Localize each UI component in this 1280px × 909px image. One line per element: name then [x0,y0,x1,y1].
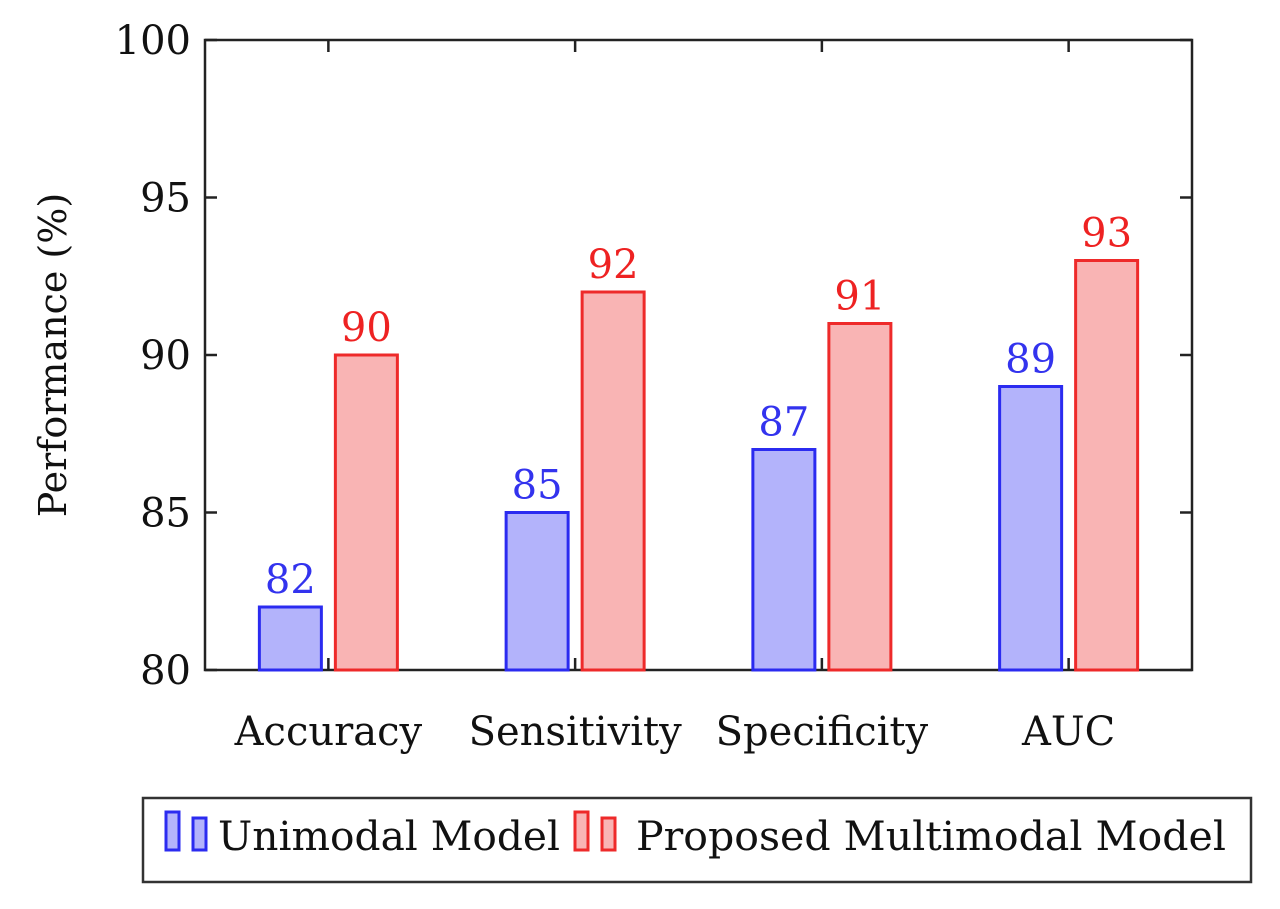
legend-label-unimodal: Unimodal Model [218,814,560,860]
data-label: 90 [341,305,392,351]
legend-swatch-unimodal [164,810,181,852]
bar-series-1 [1074,259,1140,672]
y-tick-label: 95 [140,176,191,222]
y-tick-label: 100 [115,18,191,64]
bar-series-0 [504,511,570,672]
bar-series-0 [751,448,817,672]
data-labels: 82 90 85 92 87 91 89 93 [265,211,1132,604]
y-tick-label: 90 [140,333,191,379]
data-label: 93 [1081,211,1132,257]
bars [257,259,1140,672]
legend-swatch-unimodal [191,816,208,852]
y-tick-label: 80 [140,648,191,694]
x-category-label: Accuracy [234,709,423,755]
x-category-label: Sensitivity [469,709,682,755]
y-axis-ticks: 80 85 90 95 100 [115,18,1192,694]
x-category-label: Specificity [716,709,929,755]
data-label: 85 [512,463,563,509]
bar-series-0 [998,385,1064,672]
legend-swatch-multimodal [573,810,590,852]
data-label: 89 [1005,337,1056,383]
legend-swatch-multimodal [600,816,617,852]
bar-series-1 [333,353,399,672]
data-label: 87 [758,400,809,446]
data-label: 92 [588,242,639,288]
legend-label-multimodal: Proposed Multimodal Model [636,814,1226,860]
legend-box [141,796,1253,884]
data-label: 82 [265,557,316,603]
x-axis-categories: Accuracy Sensitivity Specificity AUC [234,40,1115,755]
y-axis-title: Performance (%) [31,193,75,517]
x-category-label: AUC [1021,709,1115,755]
bar-series-0 [257,605,323,672]
legend: Unimodal Model Proposed Multimodal Model [141,796,1253,884]
data-label: 91 [834,274,885,320]
bar-series-1 [827,322,893,672]
bar-series-1 [580,290,646,672]
y-tick-label: 85 [140,491,191,537]
